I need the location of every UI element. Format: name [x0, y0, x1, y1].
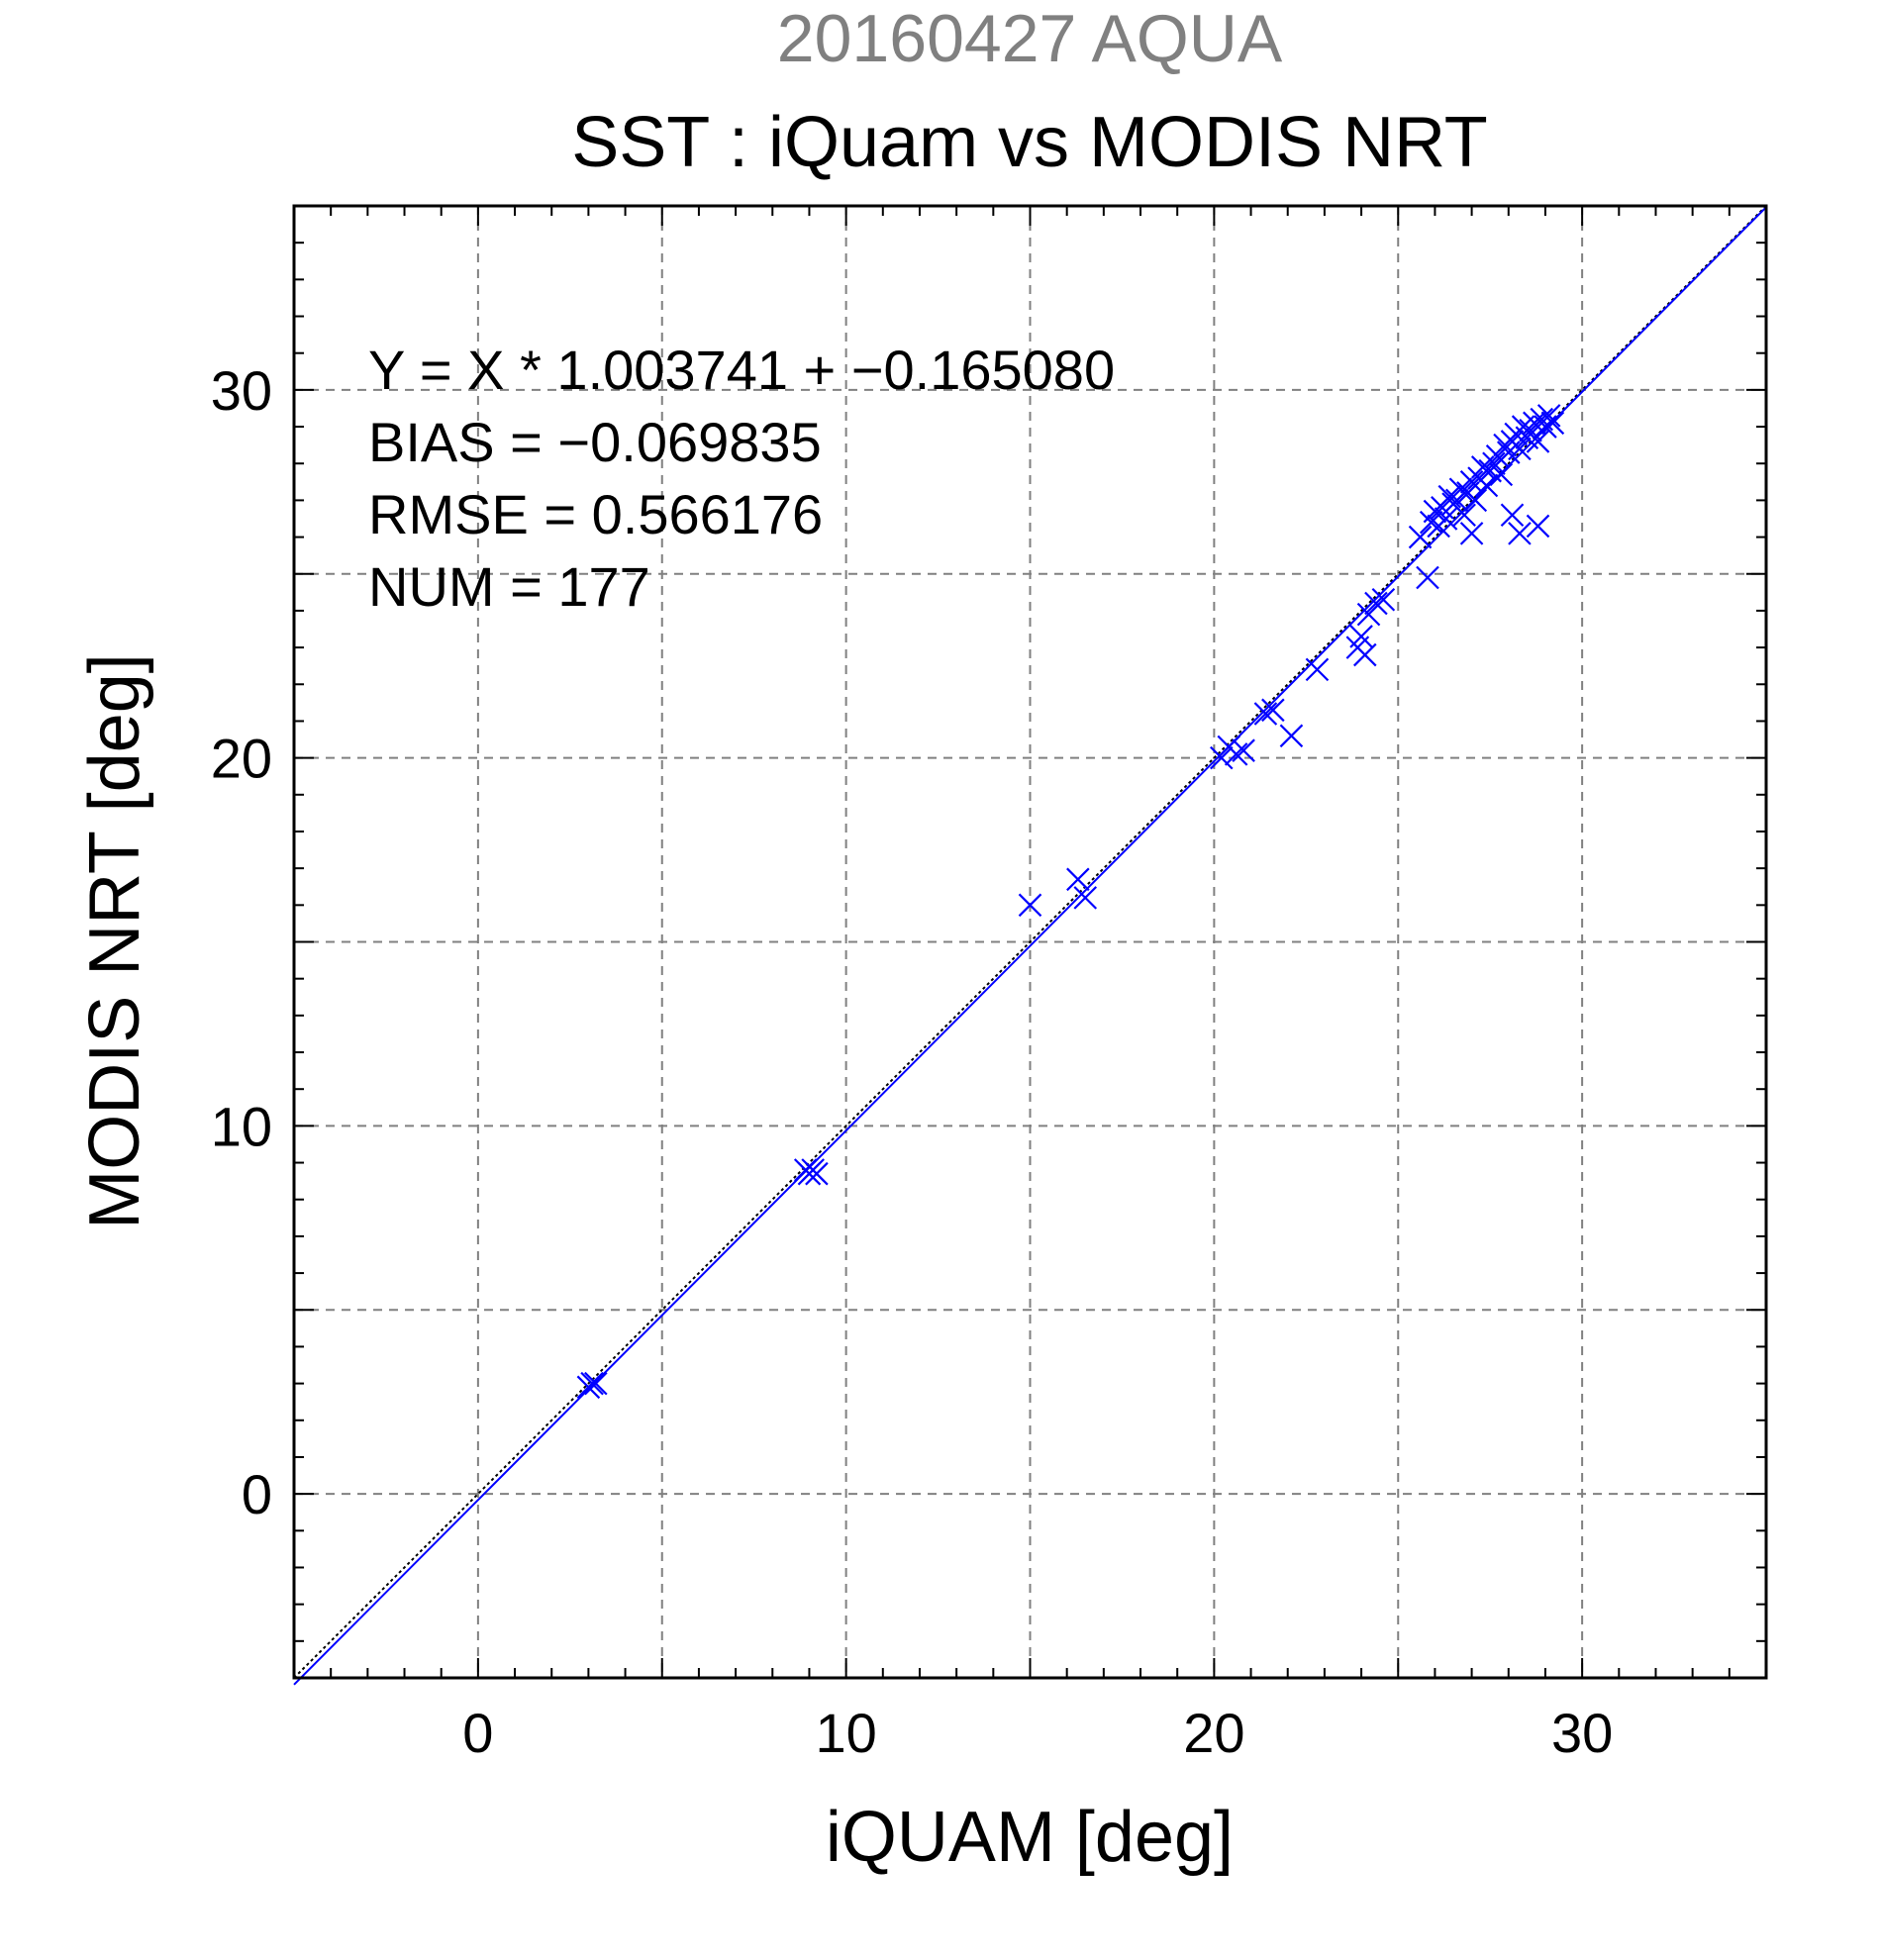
x-tick-label: 0 — [462, 1702, 493, 1764]
data-point — [1349, 625, 1373, 648]
x-tick-label: 30 — [1551, 1702, 1613, 1764]
data-point — [1459, 522, 1484, 545]
data-point — [1232, 738, 1255, 762]
data-point — [805, 1161, 829, 1186]
stat-line-1: Y = X * 1.003741 + −0.165080 — [368, 339, 1115, 401]
data-point — [1416, 565, 1439, 590]
data-point — [1224, 742, 1248, 766]
data-point — [1474, 473, 1499, 498]
plot-frame — [292, 204, 1768, 1680]
stat-line-4: NUM = 177 — [368, 555, 650, 618]
data-points — [576, 404, 1565, 1400]
data-point — [1371, 587, 1396, 612]
data-point — [1508, 522, 1532, 545]
data-point — [1540, 411, 1565, 436]
y-axis-label: MODIS NRT [deg] — [75, 653, 154, 1229]
data-point — [1066, 867, 1090, 892]
regression-line — [293, 206, 1767, 1686]
data-point — [1463, 488, 1488, 513]
data-point — [1452, 503, 1476, 528]
data-point — [1261, 698, 1285, 723]
data-point — [1482, 451, 1506, 476]
data-point — [1253, 702, 1278, 726]
data-point — [1305, 657, 1330, 682]
fit-statistics: Y = X * 1.003741 + −0.165080 BIAS = −0.06… — [368, 339, 1115, 618]
y-tick-label: 0 — [242, 1463, 272, 1525]
axis-ticks — [294, 206, 1766, 1678]
chart-title: 20160427 AQUA — [777, 1, 1283, 76]
x-tick-label: 10 — [815, 1702, 876, 1764]
data-point — [1459, 470, 1484, 494]
y-tick-label: 10 — [211, 1095, 272, 1157]
stat-line-3: RMSE = 0.566176 — [368, 483, 823, 545]
y-tick-label: 30 — [211, 359, 272, 422]
grid — [294, 206, 1766, 1678]
data-point — [584, 1371, 608, 1396]
x-axis-label: iQUAM [deg] — [826, 1798, 1234, 1877]
data-point — [1526, 514, 1550, 539]
data-point — [1408, 525, 1433, 549]
chart-subtitle: SST : iQuam vs MODIS NRT — [571, 103, 1488, 182]
data-point — [1073, 886, 1098, 910]
data-point — [1018, 893, 1042, 918]
y-tick-label: 20 — [211, 728, 272, 790]
data-point — [580, 1371, 604, 1396]
data-point — [1279, 724, 1304, 748]
data-point — [1508, 437, 1532, 461]
tick-labels: 0 10 20 30 0 10 20 30 — [211, 359, 1614, 1764]
data-point — [1434, 507, 1458, 531]
x-tick-label: 20 — [1183, 1702, 1244, 1764]
data-point — [1364, 591, 1388, 616]
data-point — [1500, 503, 1525, 528]
data-point — [1526, 430, 1550, 453]
data-point — [1210, 745, 1234, 770]
data-point — [1536, 404, 1561, 428]
data-point — [1437, 484, 1462, 509]
stat-line-2: BIAS = −0.069835 — [368, 411, 822, 473]
data-point — [1353, 642, 1377, 667]
data-point — [1489, 462, 1514, 487]
data-point — [1448, 477, 1473, 502]
